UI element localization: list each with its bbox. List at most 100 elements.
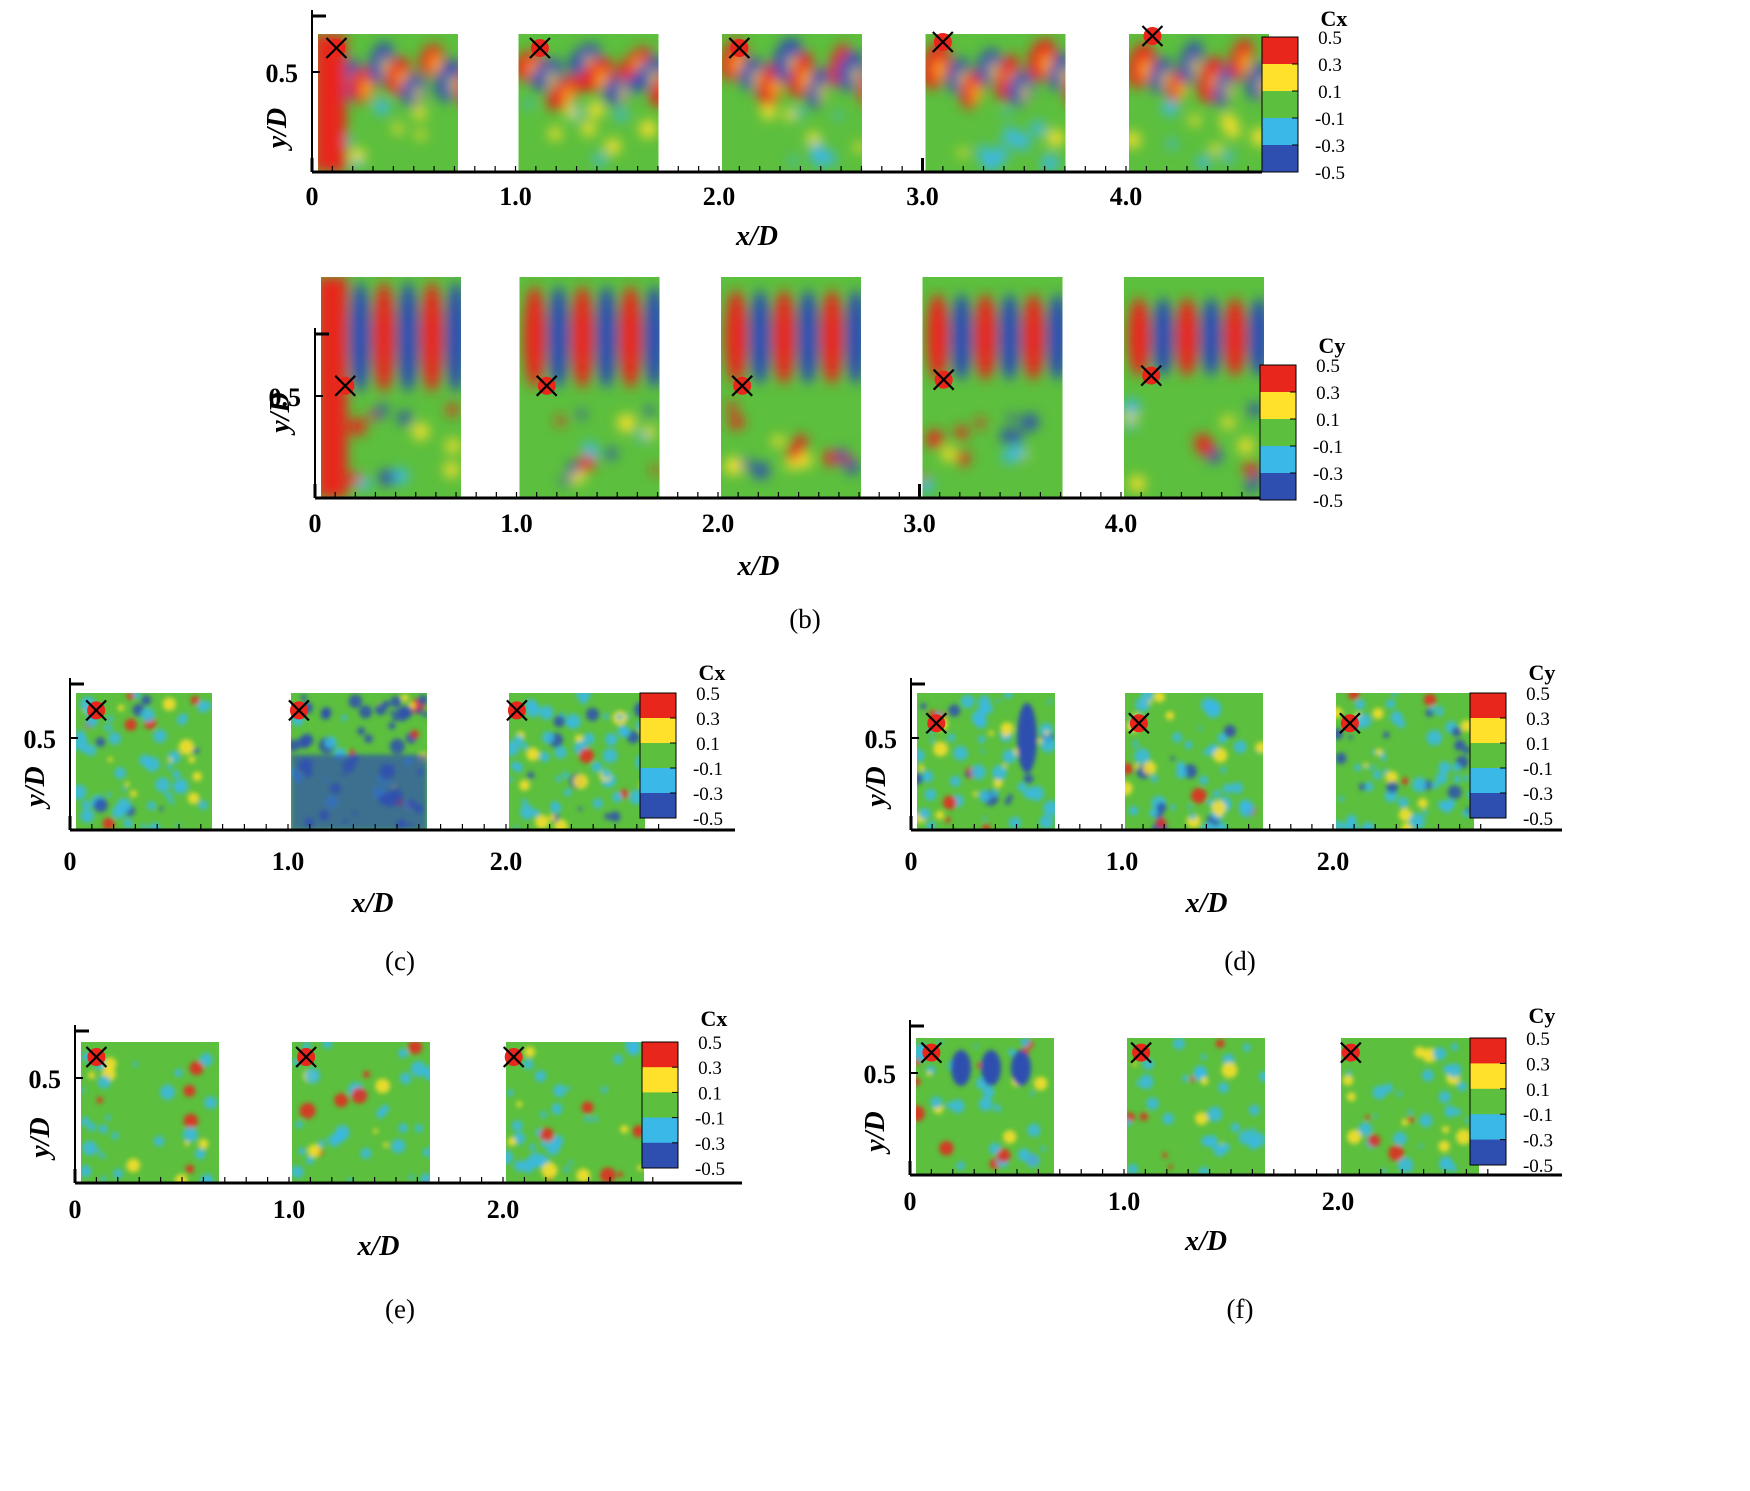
contour-blob	[970, 764, 986, 780]
contour-blob	[392, 123, 404, 135]
contour-blob	[445, 282, 461, 392]
contour-blob	[583, 732, 595, 745]
contour-blob	[194, 1148, 206, 1160]
cross-stroke	[85, 699, 107, 722]
contour-blob	[1127, 1118, 1132, 1127]
contour-blob	[1336, 752, 1347, 765]
contour-blob	[926, 821, 936, 830]
contour-blob	[1020, 82, 1029, 103]
contour-blob	[509, 776, 513, 783]
contour-blob	[114, 767, 126, 779]
reference-point-marker	[925, 712, 948, 735]
contour-blob	[565, 107, 577, 119]
reference-point-marker	[506, 699, 528, 722]
contour-blob	[1423, 693, 1437, 707]
contour-blob	[925, 42, 951, 89]
contour-blob	[651, 465, 660, 475]
contour-blob	[124, 718, 137, 731]
cross-stroke	[502, 1046, 525, 1068]
contour-blob	[1386, 781, 1399, 794]
contour-blob	[524, 1046, 536, 1058]
contour-blob	[567, 461, 581, 475]
contour-blob	[509, 740, 520, 756]
contour-blob	[192, 771, 203, 782]
contour-blob	[773, 290, 795, 384]
y-axis-label: y/D	[861, 766, 892, 809]
contour-blob	[1396, 1091, 1403, 1097]
panel-a: 0 1.0 2.0 3.0 4.0 0.5 x/D y/D 0.5 0.3 0.1 -0.1 -0.3 -…	[262, 6, 1347, 304]
contour-blob	[443, 462, 460, 478]
contour-blob	[1431, 781, 1439, 789]
contour-blob	[173, 771, 179, 777]
x-tick-label: 1.0	[272, 847, 305, 876]
x-tick-label: 1.0	[1106, 847, 1139, 876]
contour-blob	[162, 697, 176, 711]
colorbar-tick-label: -0.1	[1315, 109, 1345, 130]
contour-blob	[183, 1084, 196, 1097]
contour-blob	[104, 723, 112, 732]
contour-blob	[833, 111, 843, 120]
contour-blob	[976, 145, 991, 160]
contour-blob	[1077, 80, 1085, 100]
contour-blob	[921, 770, 934, 783]
contour-blob	[1176, 298, 1198, 376]
colorbar-segment	[1260, 392, 1296, 420]
contour-blob	[992, 146, 1009, 162]
x-axis-label: x/D	[737, 551, 780, 582]
contour-blob	[977, 705, 988, 716]
contour-blob	[401, 694, 409, 702]
contour-blob	[578, 455, 596, 472]
contour-blob	[1432, 1046, 1447, 1061]
contour-blob	[555, 416, 566, 426]
reference-point-marker	[295, 1046, 317, 1068]
contour-blob	[1388, 1145, 1404, 1162]
panel-caption: (e)	[385, 1294, 415, 1324]
colorbar-tick-label: 0.1	[1318, 82, 1342, 103]
contour-blob	[1418, 1143, 1423, 1149]
contour-blob	[1363, 781, 1374, 792]
contour-blob	[1156, 817, 1167, 829]
colorbar-tick-label: -0.3	[695, 1134, 725, 1155]
contour-blob	[360, 1147, 372, 1159]
x-tick-label: 0	[904, 1187, 917, 1216]
contour-blob	[972, 791, 978, 797]
cross-stroke	[1128, 712, 1150, 735]
panel-f: 0 1.0 2.0 0.5 x/D y/D 0.5 0.3 0.1 -0.1 -0.3 -0.5 Cy (…	[860, 1003, 1562, 1324]
cross-stroke	[1340, 1041, 1362, 1064]
contour-blob	[363, 1071, 370, 1078]
contour-blob	[88, 1071, 96, 1079]
contour-blob	[1248, 1104, 1260, 1116]
contour-blob	[930, 1096, 943, 1109]
contour-blob	[939, 1141, 954, 1156]
contour-blob	[851, 65, 860, 86]
contour-blob	[167, 757, 173, 763]
contour-blob	[1338, 795, 1345, 802]
contour-blob	[617, 1171, 623, 1178]
contour-blob	[929, 737, 935, 743]
contour-blob	[1134, 763, 1140, 769]
contour-field	[722, 34, 862, 172]
contour-blob	[988, 730, 994, 736]
colorbar-tick-label: 0.3	[1318, 55, 1342, 76]
measurement-window-3	[1341, 1038, 1479, 1175]
contour-field	[519, 277, 660, 498]
contour-blob	[619, 83, 628, 104]
contour-blob	[733, 53, 742, 74]
contour-blob	[842, 454, 852, 464]
contour-blob	[1223, 725, 1237, 738]
contour-blob	[1450, 1043, 1459, 1051]
contour-blob	[153, 1135, 165, 1147]
contour-blob	[1444, 1105, 1457, 1118]
contour-blob	[547, 286, 570, 388]
contour-blob	[352, 158, 362, 169]
contour-blob	[1382, 768, 1388, 774]
contour-blob	[412, 423, 429, 440]
panel-caption: (b)	[789, 604, 820, 634]
colorbar: 0.5 0.3 0.1 -0.1 -0.3 -0.5 Cy	[1469, 1003, 1555, 1177]
contour-blob	[1141, 693, 1154, 702]
field-background	[1341, 1038, 1479, 1175]
contour-blob	[793, 435, 808, 450]
contour-blob	[991, 789, 999, 797]
contour-blob	[87, 1122, 97, 1132]
panel-e: 0 1.0 2.0 0.5 x/D y/D 0.5 0.3 0.1 -0.1 -0.3 -0.5 Cx (…	[25, 1006, 742, 1324]
